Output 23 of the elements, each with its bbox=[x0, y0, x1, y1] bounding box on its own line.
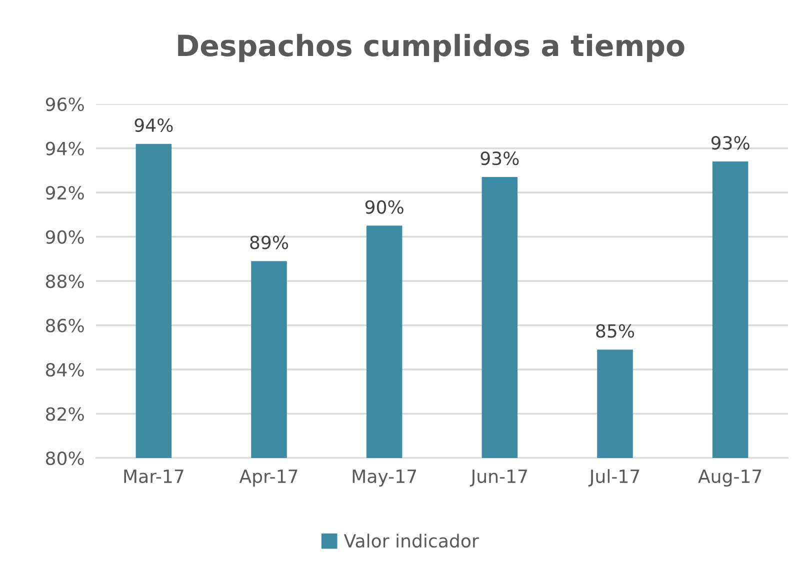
chart-title: Despachos cumplidos a tiempo bbox=[178, 34, 684, 62]
y-tick-label: 86% bbox=[46, 318, 84, 332]
data-label: 90% bbox=[365, 200, 404, 214]
x-tick-label: Jun-17 bbox=[470, 470, 527, 486]
y-tick-label: 88% bbox=[46, 274, 84, 288]
x-tick-label: Mar-17 bbox=[124, 470, 184, 484]
data-label: 93% bbox=[480, 152, 519, 166]
data-label: 89% bbox=[250, 236, 288, 250]
x-tick-label: Aug-17 bbox=[698, 470, 762, 487]
x-tick-label: Jul-17 bbox=[588, 469, 640, 486]
x-tick-label: May-17 bbox=[352, 470, 416, 487]
y-tick-label: 96% bbox=[46, 97, 84, 112]
y-tick-label: 90% bbox=[46, 230, 84, 244]
x-tick-label: Apr-17 bbox=[239, 470, 298, 487]
y-tick-label: 80% bbox=[46, 451, 84, 466]
y-tick-label: 92% bbox=[46, 186, 84, 200]
data-label: 94% bbox=[134, 118, 173, 132]
data-label: 93% bbox=[711, 136, 750, 150]
y-tick-label: 82% bbox=[46, 407, 84, 421]
y-tick-label: 94% bbox=[46, 142, 84, 156]
legend-label: Valor indicador bbox=[344, 534, 479, 548]
data-label: 85% bbox=[596, 324, 634, 338]
y-tick-label: 84% bbox=[46, 362, 84, 377]
